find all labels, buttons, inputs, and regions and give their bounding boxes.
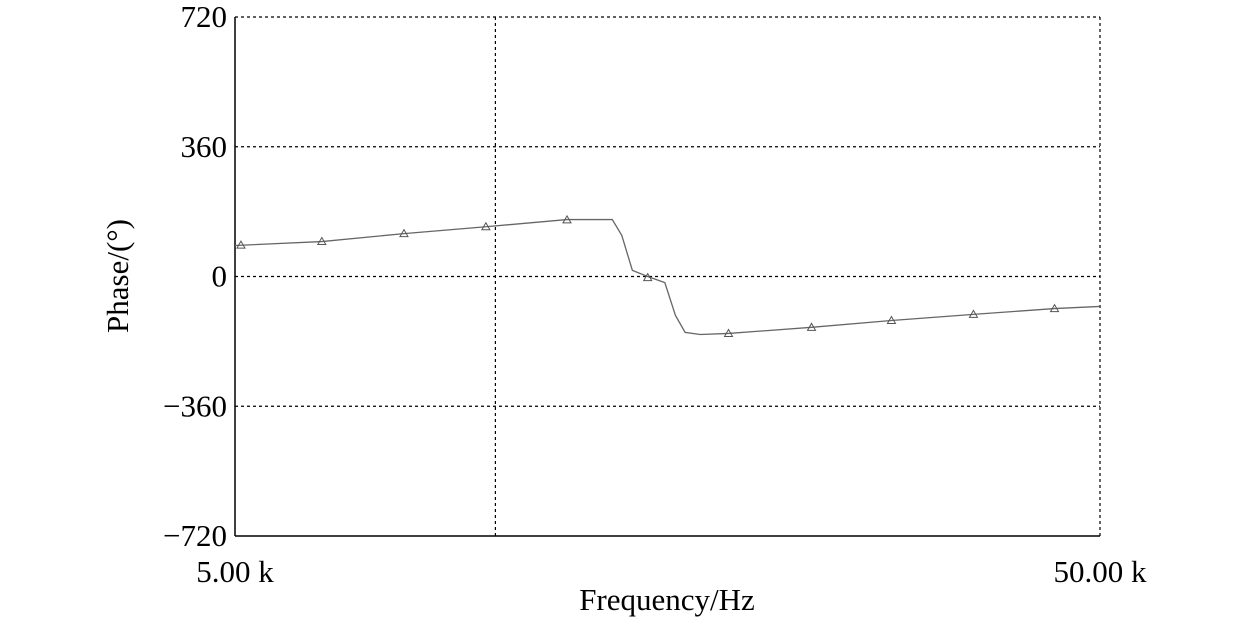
y-tick-label: 360 bbox=[181, 129, 228, 164]
marker bbox=[806, 322, 817, 331]
marker bbox=[562, 214, 572, 224]
marker bbox=[316, 236, 327, 246]
y-tick-label: 720 bbox=[181, 0, 228, 34]
y-tick-label: −360 bbox=[163, 388, 227, 423]
marker bbox=[399, 228, 409, 238]
y-tick-label: 0 bbox=[212, 259, 228, 294]
marker bbox=[723, 328, 734, 337]
line bbox=[234, 218, 1101, 336]
x-axis-title: Frequency/Hz bbox=[579, 582, 755, 617]
marker bbox=[1049, 303, 1060, 313]
marker bbox=[886, 315, 897, 324]
marker bbox=[236, 240, 246, 249]
x-tick-label: 50.00 k bbox=[1054, 554, 1148, 589]
marker bbox=[481, 221, 491, 231]
x-tick-label: 5.00 k bbox=[196, 554, 274, 589]
y-axis-title: Phase/(°) bbox=[100, 219, 135, 333]
y-tick-label: −720 bbox=[163, 518, 227, 553]
marker bbox=[968, 309, 979, 318]
marker bbox=[642, 272, 653, 282]
